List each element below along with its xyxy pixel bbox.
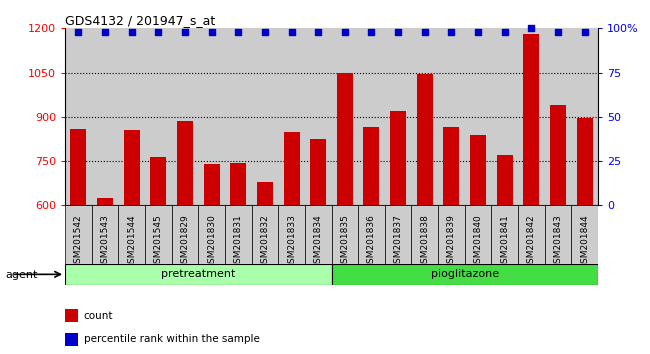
Bar xyxy=(438,205,465,264)
Text: GSM201832: GSM201832 xyxy=(261,214,269,269)
Point xyxy=(553,29,564,35)
Point xyxy=(473,29,484,35)
Bar xyxy=(65,264,332,285)
Text: GSM201836: GSM201836 xyxy=(367,214,376,269)
Bar xyxy=(65,309,79,322)
Text: GSM201844: GSM201844 xyxy=(580,214,589,269)
Text: GSM201843: GSM201843 xyxy=(554,214,562,269)
Bar xyxy=(332,205,358,264)
Text: GSM201544: GSM201544 xyxy=(127,214,136,269)
Point xyxy=(259,29,270,35)
Bar xyxy=(545,205,571,264)
Point xyxy=(580,29,590,35)
Point xyxy=(393,29,403,35)
Bar xyxy=(278,205,305,264)
Bar xyxy=(65,333,79,346)
Point xyxy=(500,29,510,35)
Text: GSM201833: GSM201833 xyxy=(287,214,296,269)
Text: percentile rank within the sample: percentile rank within the sample xyxy=(84,335,259,344)
Bar xyxy=(172,205,198,264)
Bar xyxy=(417,74,433,205)
Text: count: count xyxy=(84,310,113,320)
Point xyxy=(100,29,110,35)
Bar xyxy=(65,205,92,264)
Text: GSM201838: GSM201838 xyxy=(421,214,429,269)
Bar xyxy=(491,205,518,264)
Text: pioglitazone: pioglitazone xyxy=(431,269,499,279)
Bar xyxy=(150,156,166,205)
Bar xyxy=(571,205,598,264)
Point xyxy=(206,29,216,35)
Point xyxy=(179,29,190,35)
Text: GSM201840: GSM201840 xyxy=(474,214,482,269)
Text: GSM201842: GSM201842 xyxy=(527,214,536,269)
Text: GSM201841: GSM201841 xyxy=(500,214,509,269)
Bar xyxy=(310,139,326,205)
Text: GSM201839: GSM201839 xyxy=(447,214,456,269)
Bar xyxy=(385,205,411,264)
Point xyxy=(287,29,297,35)
Bar xyxy=(252,205,278,264)
Point xyxy=(233,29,244,35)
Text: GSM201545: GSM201545 xyxy=(154,214,162,269)
Text: GSM201835: GSM201835 xyxy=(341,214,349,269)
Bar xyxy=(332,264,598,285)
Point xyxy=(73,29,83,35)
Bar xyxy=(203,164,220,205)
Bar xyxy=(124,130,140,205)
Bar xyxy=(283,132,300,205)
Point xyxy=(313,29,324,35)
Bar xyxy=(577,118,593,205)
Bar xyxy=(97,198,113,205)
Text: GSM201837: GSM201837 xyxy=(394,214,402,269)
Bar xyxy=(550,105,566,205)
Text: GSM201829: GSM201829 xyxy=(181,214,189,269)
Bar xyxy=(465,205,491,264)
Bar xyxy=(70,129,86,205)
Point xyxy=(526,25,537,31)
Bar xyxy=(177,121,193,205)
Bar xyxy=(337,73,353,205)
Bar xyxy=(518,205,545,264)
Bar xyxy=(198,205,225,264)
Bar xyxy=(470,135,486,205)
Bar xyxy=(363,127,380,205)
Point xyxy=(446,29,456,35)
Text: GSM201831: GSM201831 xyxy=(234,214,242,269)
Point xyxy=(153,29,164,35)
Text: pretreatment: pretreatment xyxy=(161,269,235,279)
Bar xyxy=(305,205,332,264)
Bar xyxy=(145,205,172,264)
Point xyxy=(339,29,350,35)
Text: GSM201834: GSM201834 xyxy=(314,214,322,269)
Bar xyxy=(497,155,513,205)
Text: GSM201542: GSM201542 xyxy=(74,214,83,269)
Bar xyxy=(257,182,273,205)
Bar xyxy=(92,205,118,264)
Bar xyxy=(523,34,540,205)
Point xyxy=(420,29,430,35)
Point xyxy=(126,29,137,35)
Bar xyxy=(411,205,438,264)
Text: GSM201830: GSM201830 xyxy=(207,214,216,269)
Text: agent: agent xyxy=(5,270,38,280)
Text: GSM201543: GSM201543 xyxy=(101,214,109,269)
Bar xyxy=(390,111,406,205)
Bar xyxy=(118,205,145,264)
Bar xyxy=(358,205,385,264)
Text: GDS4132 / 201947_s_at: GDS4132 / 201947_s_at xyxy=(65,14,215,27)
Point xyxy=(367,29,377,35)
Bar xyxy=(225,205,252,264)
Bar xyxy=(230,162,246,205)
Bar xyxy=(443,127,460,205)
